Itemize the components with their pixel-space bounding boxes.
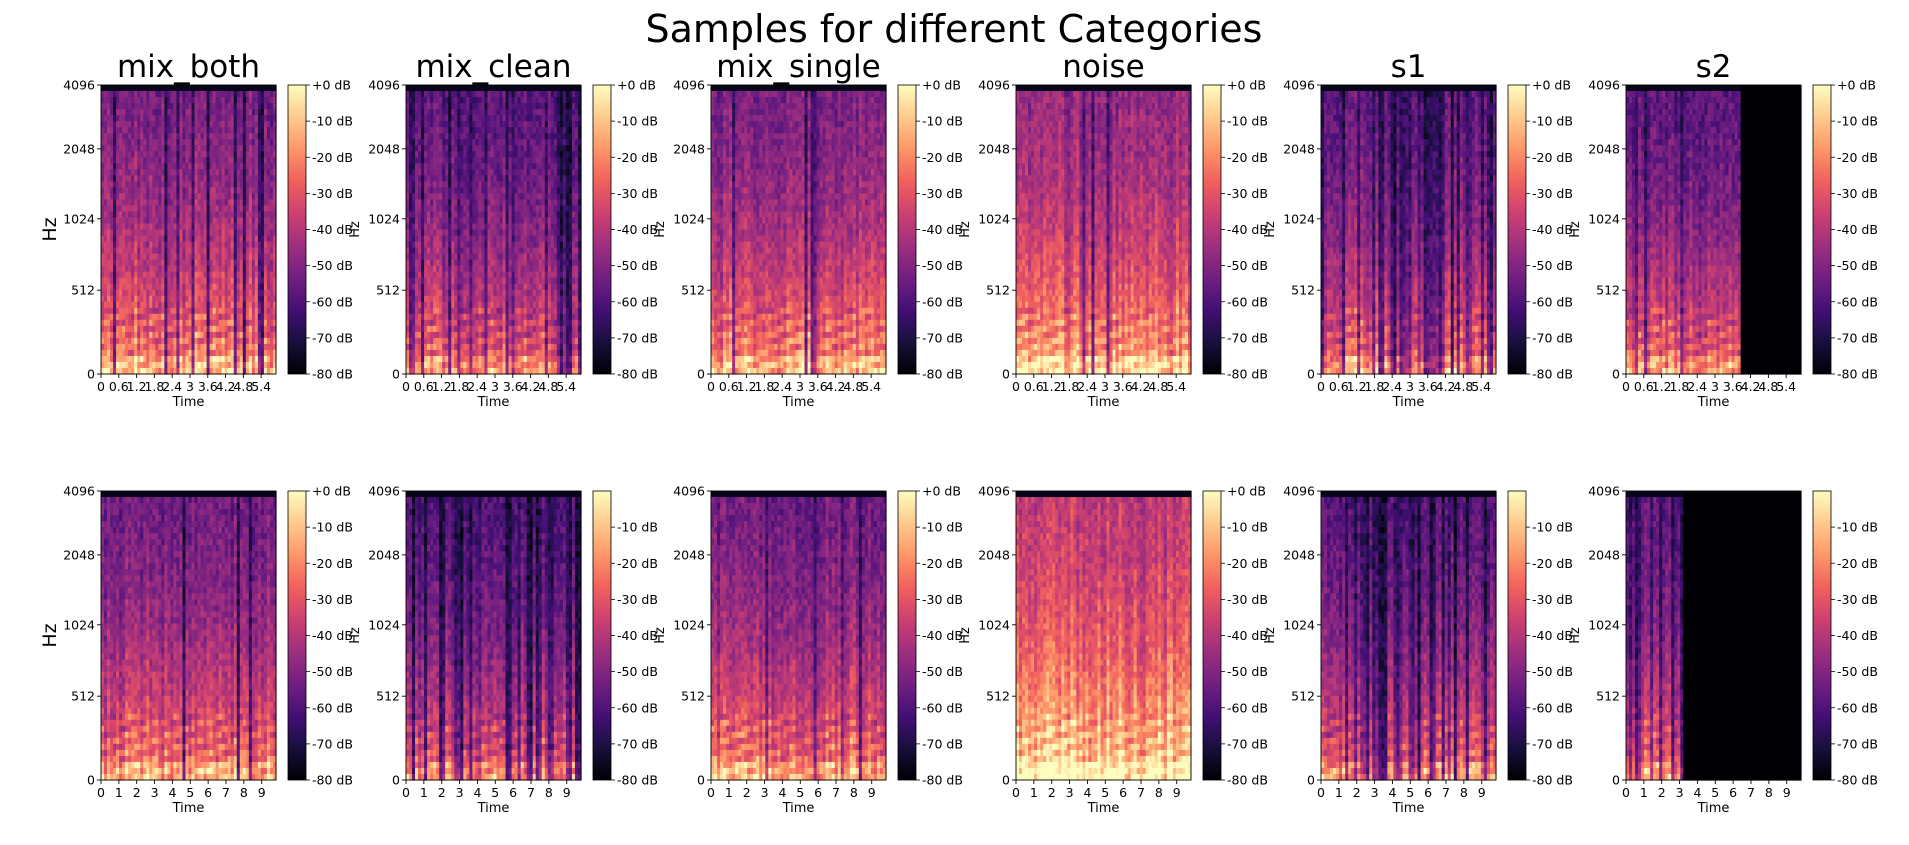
spectrogram-heatmap bbox=[101, 85, 277, 375]
panel-title: mix_both bbox=[117, 49, 260, 85]
figure-title: Samples for different Categories bbox=[646, 7, 1263, 51]
spectrogram-figure: Samples for different Categories mix_bot… bbox=[0, 0, 1909, 845]
